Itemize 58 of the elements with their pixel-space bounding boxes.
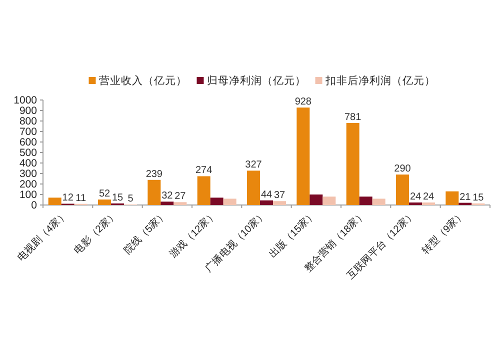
- x-tick-label: 转型（9家）: [420, 208, 468, 256]
- data-label: 15: [472, 192, 484, 204]
- data-label: 44: [260, 189, 272, 200]
- data-label: 21: [460, 192, 472, 203]
- y-tick-label: 300: [19, 168, 38, 180]
- bar: [247, 170, 260, 205]
- bar: [409, 202, 422, 205]
- y-tick-label: 700: [19, 126, 38, 138]
- data-label: 32: [162, 190, 174, 202]
- legend-label: 归母净利润（亿元）: [206, 74, 306, 87]
- bar: [160, 202, 174, 205]
- bar: [396, 174, 409, 205]
- bar: [322, 196, 336, 205]
- data-label: 12: [62, 192, 74, 204]
- bar: [98, 200, 111, 205]
- data-label: 5: [128, 193, 134, 204]
- data-label: 928: [294, 96, 312, 108]
- legend-label: 营业收入（亿元）: [98, 74, 187, 87]
- y-tick-label: 100: [19, 189, 38, 201]
- bar: [346, 122, 360, 205]
- bar: [422, 202, 435, 205]
- x-tick-label: 电影（2家）: [72, 208, 120, 256]
- bar: [223, 198, 236, 205]
- bar: [210, 198, 224, 205]
- bar: [310, 194, 323, 205]
- y-tick-label: 800: [19, 116, 38, 128]
- bar: [148, 180, 161, 205]
- data-label: 15: [112, 192, 124, 204]
- x-tick-label: 电视剧（4家）: [15, 208, 70, 264]
- bar: [48, 198, 62, 205]
- y-tick-label: 0: [31, 200, 38, 212]
- bar: [273, 201, 286, 205]
- data-label: 11: [76, 192, 86, 204]
- y-tick-label: 600: [19, 136, 38, 148]
- bar: [260, 200, 273, 205]
- data-label: 274: [195, 165, 213, 176]
- data-label: 327: [245, 160, 262, 171]
- y-tick-label: 1000: [14, 94, 38, 106]
- data-label: 290: [394, 164, 412, 175]
- bar: [359, 196, 372, 205]
- data-label: 27: [174, 191, 186, 202]
- bar: [446, 191, 459, 205]
- y-tick-label: 500: [19, 147, 38, 159]
- data-label: 24: [422, 191, 434, 202]
- bar: [296, 108, 310, 205]
- data-label: 24: [410, 191, 422, 202]
- y-tick-label: 400: [19, 158, 38, 170]
- y-tick-label: 200: [19, 178, 38, 190]
- legend-label: 扣非后净利润（亿元）: [324, 74, 436, 87]
- bar: [197, 176, 210, 205]
- y-tick-label: 900: [19, 105, 38, 117]
- data-label: 37: [274, 190, 286, 202]
- data-label: 781: [344, 112, 362, 123]
- data-label: 239: [146, 168, 163, 180]
- data-label: 52: [98, 188, 110, 200]
- x-tick-label: 院线（5家）: [122, 208, 170, 256]
- bar: [372, 198, 386, 205]
- bar: [174, 202, 187, 205]
